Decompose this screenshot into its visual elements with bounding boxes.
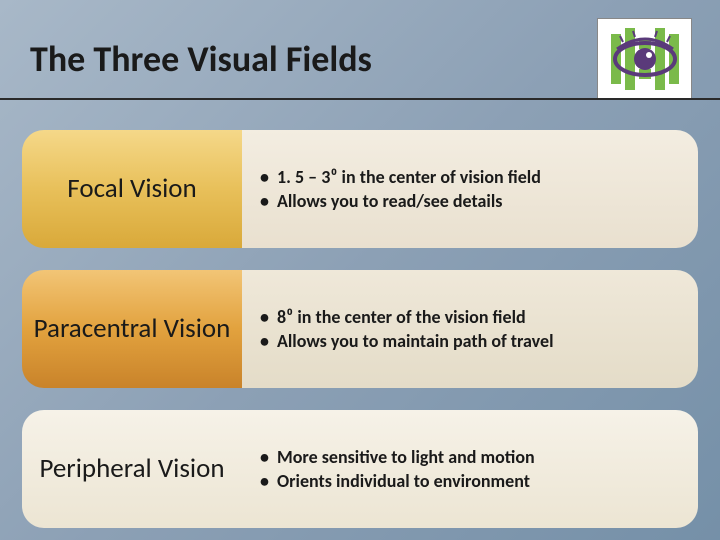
row-body-paracentral: 8⁰ in the center of the vision field All… (242, 270, 698, 388)
header-underline (0, 98, 720, 100)
bullet: Orients individual to environment (260, 469, 678, 493)
row-peripheral: Peripheral Vision More sensitive to ligh… (22, 410, 698, 528)
row-label-peripheral: Peripheral Vision (22, 410, 242, 528)
eye-logo (597, 18, 692, 100)
row-label-paracentral: Paracentral Vision (22, 270, 242, 388)
bullet: Allows you to maintain path of travel (260, 329, 678, 353)
bullet: 1. 5 – 3⁰ in the center of vision field (260, 165, 678, 189)
rows-container: Focal Vision 1. 5 – 3⁰ in the center of … (0, 100, 720, 528)
row-focal: Focal Vision 1. 5 – 3⁰ in the center of … (22, 130, 698, 248)
bullet: More sensitive to light and motion (260, 445, 678, 469)
page-title: The Three Visual Fields (30, 37, 597, 81)
bullet: 8⁰ in the center of the vision field (260, 305, 678, 329)
row-body-peripheral: More sensitive to light and motion Orien… (242, 410, 698, 528)
row-body-focal: 1. 5 – 3⁰ in the center of vision field … (242, 130, 698, 248)
bullet: Allows you to read/see details (260, 189, 678, 213)
row-paracentral: Paracentral Vision 8⁰ in the center of t… (22, 270, 698, 388)
row-label-focal: Focal Vision (22, 130, 242, 248)
header: The Three Visual Fields (0, 0, 720, 100)
